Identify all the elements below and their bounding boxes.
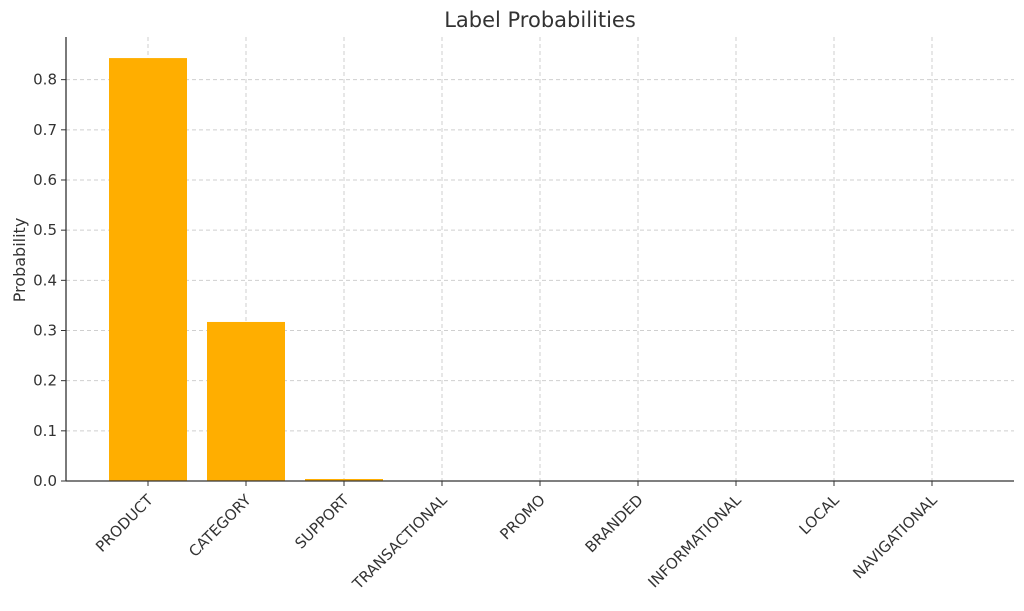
x-tick-label-product: PRODUCT <box>92 490 157 555</box>
y-ticks: 0.0 0.1 0.2 0.3 0.4 0.5 0.6 0.7 0.8 <box>33 71 66 490</box>
y-tick-label: 0.5 <box>33 221 57 239</box>
y-axis-label: Probability <box>10 218 29 303</box>
y-tick-label: 0.2 <box>33 372 57 390</box>
y-tick-label: 0.4 <box>33 271 57 289</box>
x-tick-label-informational: INFORMATIONAL <box>644 491 745 592</box>
chart-title: Label Probabilities <box>444 8 636 32</box>
x-tick-label-promo: PROMO <box>496 491 548 543</box>
y-tick-label: 0.8 <box>33 71 57 89</box>
x-tick-label-local: LOCAL <box>796 491 844 539</box>
bar-support <box>305 478 383 481</box>
y-tick-label: 0.1 <box>33 422 57 440</box>
x-tick-label-transactional: TRANSACTIONAL <box>348 491 451 594</box>
x-tick-label-support: SUPPORT <box>291 490 353 552</box>
bar-product <box>109 58 187 481</box>
y-tick-label: 0.0 <box>33 472 57 490</box>
bar-category <box>207 321 285 481</box>
bars-layer <box>109 58 383 481</box>
x-tick-label-branded: BRANDED <box>582 491 647 556</box>
y-tick-label: 0.7 <box>33 121 57 139</box>
x-tick-label-navigational: NAVIGATIONAL <box>849 491 941 583</box>
x-tick-label-category: CATEGORY <box>185 490 255 560</box>
y-tick-label: 0.3 <box>33 321 57 339</box>
y-tick-label: 0.6 <box>33 171 57 189</box>
